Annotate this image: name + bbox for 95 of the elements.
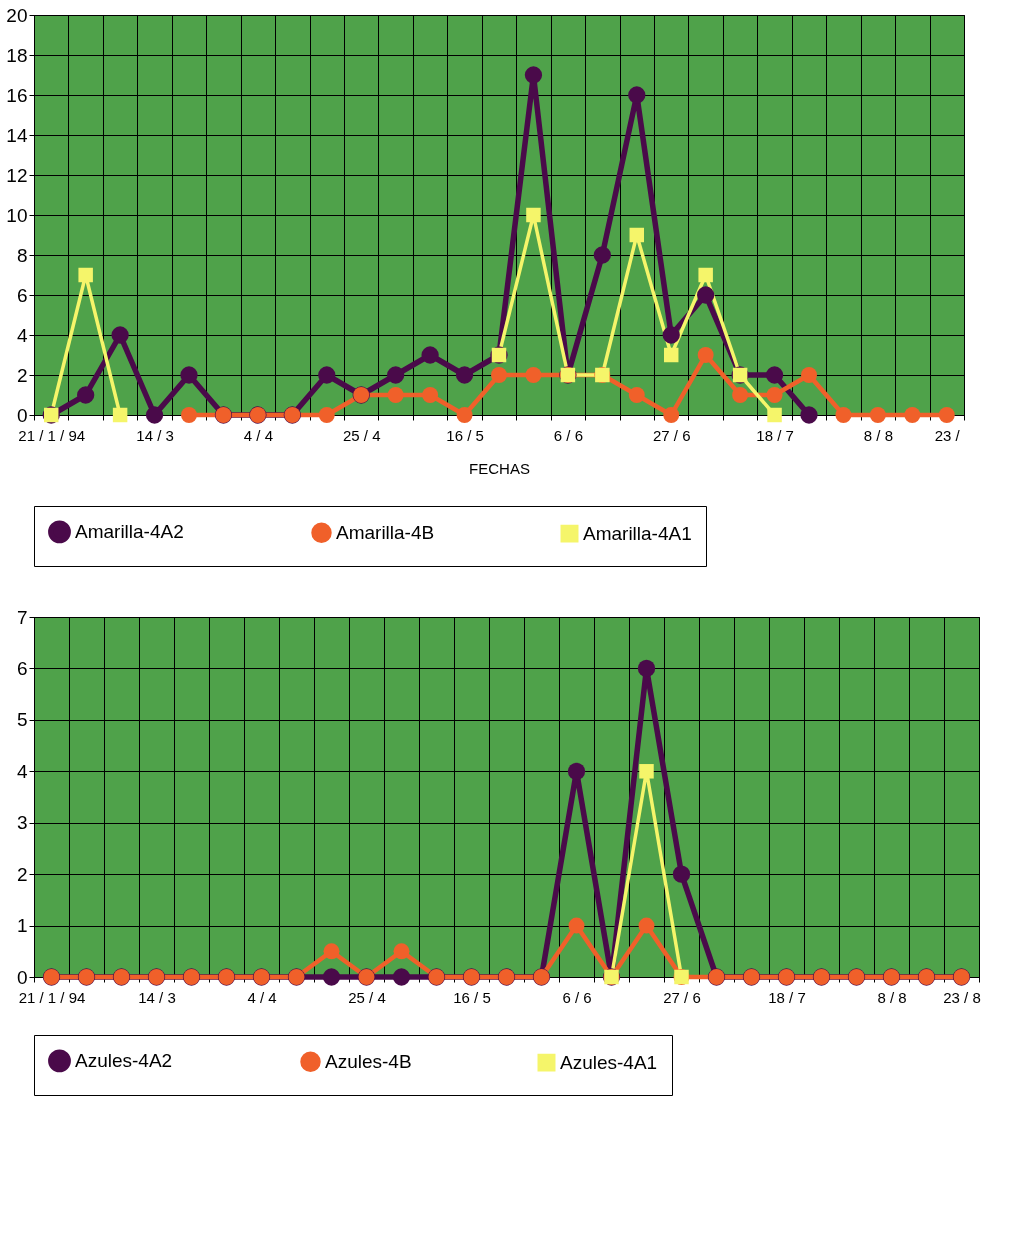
point [698, 267, 713, 283]
point [318, 366, 336, 384]
point [455, 366, 474, 384]
point [663, 407, 680, 423]
point [697, 286, 715, 304]
y-tick-label: 6 [16, 657, 28, 679]
x-tick-label: 25 / 4 [342, 426, 381, 444]
point [672, 865, 691, 883]
point [112, 407, 128, 423]
legend-label: Azules-4B [325, 1050, 412, 1072]
x-tick-label: 4 / 4 [243, 426, 273, 444]
x-tick-label: 6 / 6 [562, 988, 592, 1006]
point [904, 407, 921, 423]
x-tick-label: 6 / 6 [553, 426, 583, 444]
point [800, 406, 818, 424]
x-tick-label: 27 / 6 [663, 988, 701, 1006]
y-tick-label: 0 [16, 966, 28, 988]
point [663, 347, 679, 363]
legend-label: Azules-4A1 [560, 1051, 658, 1073]
point [421, 346, 439, 364]
point [593, 246, 611, 264]
x-tick-label: 14 / 3 [138, 988, 176, 1006]
point [323, 943, 340, 960]
x-tick-label: 16 / 5 [446, 426, 484, 444]
y-tick-label: 4 [16, 760, 28, 782]
x-tick-label: 16 / 5 [453, 988, 491, 1006]
y-tick-label: 18 [6, 44, 28, 66]
point [637, 659, 656, 678]
y-tick-label: 7 [16, 606, 28, 628]
point [422, 387, 439, 403]
point [78, 267, 93, 283]
point [732, 387, 749, 403]
point [111, 326, 129, 344]
x-tick-label: 8 / 8 [877, 988, 907, 1006]
y-tick-label: 1 [16, 915, 28, 937]
point [318, 407, 335, 423]
point [393, 943, 410, 960]
y-tick-label: 5 [16, 709, 28, 731]
y-tick-label: 4 [16, 324, 28, 346]
x-tick-label: 8 / 8 [863, 426, 893, 444]
point [387, 366, 405, 384]
y-tick-label: 2 [16, 364, 28, 386]
point [180, 366, 198, 384]
point [835, 407, 852, 423]
x-tick-label: 21 / 1 / 94 [18, 426, 86, 444]
point [869, 407, 886, 423]
x-axis-title: FECHAS [469, 459, 530, 477]
point [766, 387, 783, 403]
y-tick-label: 8 [16, 244, 28, 266]
x-tick-label: 23 / [934, 426, 961, 444]
point [662, 326, 680, 344]
legend-label: Amarilla-4A2 [75, 520, 184, 542]
point [697, 347, 714, 363]
y-tick-label: 16 [6, 84, 28, 106]
point [567, 762, 586, 780]
x-tick-label: 18 / 7 [756, 426, 794, 444]
point [568, 917, 585, 934]
y-tick-label: 0 [16, 404, 28, 426]
point [525, 367, 542, 383]
y-tick-label: 10 [6, 204, 28, 226]
point [628, 86, 646, 104]
y-tick-label: 20 [6, 4, 28, 26]
y-tick-label: 12 [6, 164, 28, 186]
x-tick-label: 25 / 4 [348, 988, 386, 1006]
point [628, 387, 645, 403]
y-tick-label: 3 [16, 812, 28, 834]
point [638, 917, 655, 934]
point [181, 407, 197, 423]
point [639, 764, 654, 779]
legend-label: Amarilla-4B [336, 521, 435, 543]
legend-label: Azules-4A2 [75, 1049, 173, 1071]
x-tick-label: 4 / 4 [247, 988, 277, 1006]
y-tick-label: 2 [16, 863, 28, 885]
point [801, 367, 817, 383]
point [322, 968, 341, 986]
point [145, 406, 164, 424]
point [456, 407, 473, 423]
x-tick-label: 21 / 1 / 94 [18, 988, 86, 1006]
point [77, 386, 95, 404]
y-tick-label: 6 [16, 284, 28, 306]
point [392, 968, 411, 986]
point [765, 366, 784, 384]
point [524, 66, 543, 84]
y-tick-label: 14 [6, 124, 28, 146]
point [491, 367, 507, 383]
x-tick-label: 23 / 8 [943, 988, 981, 1006]
point [629, 227, 645, 243]
x-tick-label: 27 / 6 [652, 426, 691, 444]
point [767, 407, 782, 423]
x-tick-label: 14 / 3 [136, 426, 174, 444]
x-tick-label: 18 / 7 [768, 988, 806, 1006]
point [938, 407, 955, 423]
point [387, 387, 404, 403]
point [526, 207, 541, 223]
legend-label: Amarilla-4A1 [583, 522, 692, 544]
